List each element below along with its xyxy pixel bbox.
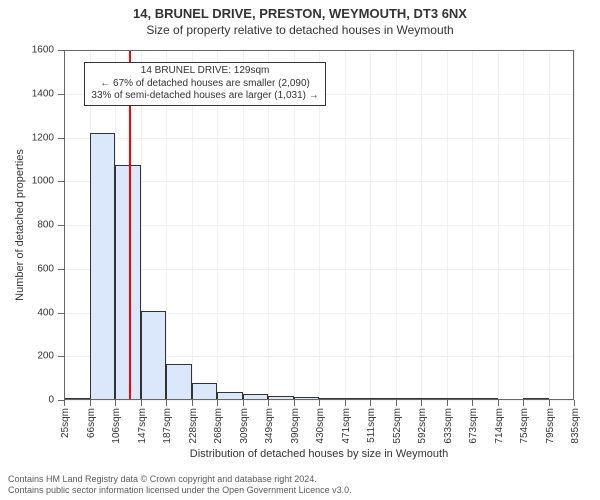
y-tick-label: 1400 xyxy=(32,88,64,99)
x-tick xyxy=(90,400,91,406)
histogram-bar xyxy=(447,398,473,400)
histogram-bar xyxy=(421,398,447,400)
gridline-v xyxy=(472,50,473,400)
gridline-v xyxy=(64,50,65,400)
histogram-bar xyxy=(268,396,294,400)
title-block: 14, BRUNEL DRIVE, PRESTON, WEYMOUTH, DT3… xyxy=(0,0,600,38)
histogram-bar xyxy=(472,398,498,400)
histogram-bar xyxy=(115,165,141,400)
histogram-bar xyxy=(370,398,396,400)
x-tick-label: 552sqm xyxy=(392,408,403,444)
x-tick xyxy=(294,400,295,406)
gridline-v xyxy=(447,50,448,400)
x-tick xyxy=(166,400,167,406)
x-tick xyxy=(243,400,244,406)
y-tick-label: 0 xyxy=(48,395,64,406)
histogram-bar xyxy=(217,392,243,400)
gridline-v xyxy=(370,50,371,400)
x-tick xyxy=(115,400,116,406)
x-tick xyxy=(141,400,142,406)
x-tick xyxy=(472,400,473,406)
annotation-box: 14 BRUNEL DRIVE: 129sqm← 67% of detached… xyxy=(84,62,325,106)
x-tick-label: 147sqm xyxy=(137,408,148,444)
x-tick xyxy=(498,400,499,406)
x-tick-label: 835sqm xyxy=(570,408,581,444)
x-tick xyxy=(370,400,371,406)
x-tick-label: 268sqm xyxy=(213,408,224,444)
gridline-v xyxy=(396,50,397,400)
x-tick xyxy=(549,400,550,406)
x-tick xyxy=(574,400,575,406)
title-subtitle: Size of property relative to detached ho… xyxy=(0,23,600,39)
histogram-bar xyxy=(523,398,549,400)
y-tick-label: 800 xyxy=(37,220,64,231)
plot-area: 0200400600800100012001400160025sqm66sqm1… xyxy=(64,50,574,400)
x-tick-label: 471sqm xyxy=(341,408,352,444)
x-tick xyxy=(396,400,397,406)
histogram-bar xyxy=(243,394,269,400)
y-tick-label: 600 xyxy=(37,263,64,274)
histogram-bar xyxy=(345,398,371,400)
x-tick xyxy=(268,400,269,406)
x-tick-label: 25sqm xyxy=(60,408,71,438)
title-address: 14, BRUNEL DRIVE, PRESTON, WEYMOUTH, DT3… xyxy=(0,6,600,23)
annotation-line: ← 67% of detached houses are smaller (2,… xyxy=(91,78,318,91)
x-tick-label: 106sqm xyxy=(111,408,122,444)
gridline-v xyxy=(574,50,575,400)
x-tick-label: 309sqm xyxy=(239,408,250,444)
y-axis-title: Number of detached properties xyxy=(14,50,26,400)
x-tick-label: 66sqm xyxy=(86,408,97,438)
x-tick-label: 673sqm xyxy=(468,408,479,444)
x-tick xyxy=(64,400,65,406)
gridline-v xyxy=(345,50,346,400)
histogram-bar xyxy=(192,383,218,401)
x-axis-title: Distribution of detached houses by size … xyxy=(64,448,574,460)
x-tick xyxy=(345,400,346,406)
x-tick-label: 228sqm xyxy=(188,408,199,444)
histogram-bar xyxy=(141,311,167,400)
x-tick-label: 349sqm xyxy=(264,408,275,444)
gridline-v xyxy=(523,50,524,400)
y-tick-label: 1600 xyxy=(32,45,64,56)
gridline-v xyxy=(421,50,422,400)
x-tick xyxy=(447,400,448,406)
x-tick-label: 430sqm xyxy=(315,408,326,444)
histogram-bar xyxy=(294,397,320,400)
x-tick-label: 511sqm xyxy=(366,408,377,443)
x-tick-label: 633sqm xyxy=(443,408,454,444)
x-tick-label: 592sqm xyxy=(417,408,428,444)
gridline-v xyxy=(498,50,499,400)
x-tick xyxy=(217,400,218,406)
x-tick xyxy=(421,400,422,406)
histogram-bar xyxy=(64,398,90,400)
histogram-bar xyxy=(90,133,116,400)
footer-attribution: Contains HM Land Registry data © Crown c… xyxy=(8,474,352,497)
y-tick-label: 200 xyxy=(37,351,64,362)
x-tick-label: 795sqm xyxy=(545,408,556,444)
histogram-bar xyxy=(166,364,192,400)
chart-container: 14, BRUNEL DRIVE, PRESTON, WEYMOUTH, DT3… xyxy=(0,0,600,500)
x-tick-label: 390sqm xyxy=(290,408,301,444)
x-tick xyxy=(319,400,320,406)
x-tick-label: 754sqm xyxy=(519,408,530,444)
x-tick xyxy=(523,400,524,406)
annotation-line: 33% of semi-detached houses are larger (… xyxy=(91,90,318,103)
footer-line1: Contains HM Land Registry data © Crown c… xyxy=(8,474,352,485)
gridline-v xyxy=(549,50,550,400)
annotation-line: 14 BRUNEL DRIVE: 129sqm xyxy=(91,65,318,78)
y-tick-label: 1200 xyxy=(32,132,64,143)
x-tick-label: 187sqm xyxy=(162,408,173,444)
histogram-bar xyxy=(396,398,422,400)
footer-line2: Contains public sector information licen… xyxy=(8,485,352,496)
histogram-bar xyxy=(319,398,345,400)
y-tick-label: 1000 xyxy=(32,176,64,187)
x-tick-label: 714sqm xyxy=(494,408,505,444)
y-tick-label: 400 xyxy=(37,307,64,318)
x-tick xyxy=(192,400,193,406)
